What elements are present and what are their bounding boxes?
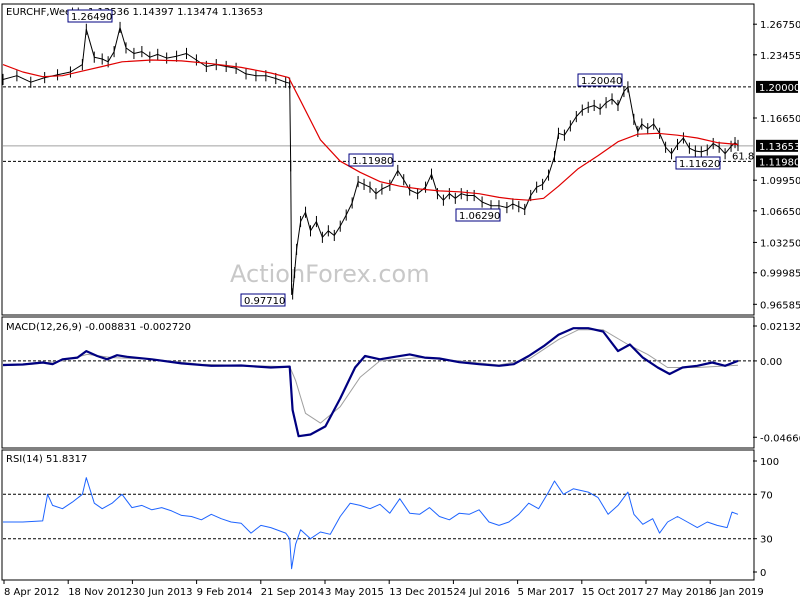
price-annotation-box	[577, 73, 623, 87]
x-axis-label: 5 Mar 2017	[518, 587, 575, 598]
x-axis-label: 18 Nov 2012	[68, 587, 132, 598]
header-ohlc: 1.13536 1.14397 1.13474 1.13653	[88, 7, 263, 18]
x-axis-label: 24 Jul 2016	[453, 587, 510, 598]
price-axis-label: 1.06650	[760, 207, 800, 218]
price-annotation-box	[240, 293, 286, 307]
price-annotation-box	[455, 208, 501, 222]
price-annotation-label: 1.11980	[352, 156, 393, 167]
price-axis-label: 1.16650	[760, 114, 800, 125]
price-axis-tag-label: 1.20000	[759, 83, 800, 94]
price-axis-label: 0.96585	[760, 300, 800, 311]
rsi-plot	[3, 477, 753, 570]
moving-average-line	[2, 59, 739, 201]
macd-axis-label: 0.021324	[760, 322, 800, 333]
x-axis-label: 30 Jun 2013	[132, 587, 192, 598]
rsi-title: RSI(14) 51.8317	[6, 454, 87, 465]
x-axis-label: 8 Apr 2012	[4, 587, 59, 598]
rsi-axis-label: 100	[760, 457, 779, 468]
x-axis-label: 21 Sep 2014	[261, 587, 324, 598]
price-axis-tag	[756, 155, 798, 168]
price-annotation-label: 0.97710	[244, 296, 285, 307]
macd-title: MACD(12,26,9) -0.008831 -0.002720	[6, 322, 191, 333]
price-axis-label: 1.23455	[760, 51, 800, 62]
price-annotation-label: 1.20040	[581, 76, 622, 87]
macd-axis-label: 0.00	[760, 357, 782, 368]
x-axis-label: 6 Jan 2019	[710, 587, 764, 598]
price-axis-tag-label: 1.11980	[759, 157, 800, 168]
rsi-panel-frame	[1, 449, 755, 581]
price-axis-tag	[756, 80, 798, 93]
rsi-axis-label: 30	[760, 535, 773, 546]
header-symbol: EURCHF,Weekly	[6, 7, 86, 18]
macd-axis-label: -0.046663	[760, 433, 800, 444]
price-axis-label: 1.26750	[760, 20, 800, 31]
price-annotation-label: 1.26490	[71, 12, 112, 23]
x-axis-label: 15 Oct 2017	[582, 587, 644, 598]
price-axis-tag	[756, 139, 798, 152]
price-axis-label: 0.99985	[760, 269, 800, 280]
macd-panel-frame	[1, 316, 755, 449]
price-annotation-label: 1.11620	[679, 159, 720, 170]
x-axis-label: 13 Dec 2015	[389, 587, 453, 598]
price-annotation-label: 1.06290	[459, 211, 500, 222]
price-plot: 1.26490 1.20040 1.11980 1.11620 1.06290 0.977…	[2, 9, 754, 307]
x-axis-label: 9 Feb 2014	[197, 587, 253, 598]
macd-signal-line	[2, 329, 739, 424]
price-axis-label: 1.09950	[760, 176, 800, 187]
rsi-axis-label: 0	[760, 568, 766, 579]
price-line	[2, 27, 739, 295]
x-axis-label: 27 May 2018	[646, 587, 711, 598]
price-annotation-box	[67, 9, 113, 23]
macd-plot	[2, 327, 753, 438]
macd-line	[2, 327, 739, 438]
watermark: ActionForex.com	[230, 260, 430, 288]
price-axis-label: 1.03250	[760, 238, 800, 249]
price-annotation-box	[675, 156, 721, 170]
rsi-line	[3, 477, 739, 570]
x-axis-label: 3 May 2015	[325, 587, 384, 598]
fib-label: 61.8	[732, 152, 754, 163]
rsi-axis-label: 70	[760, 490, 773, 501]
price-axis-tag-label: 1.13653	[759, 142, 800, 153]
price-annotation-box	[348, 153, 394, 167]
axes: 1.26750 1.23455 1.20000 1.16650 1.13653 1.119…	[3, 20, 800, 598]
